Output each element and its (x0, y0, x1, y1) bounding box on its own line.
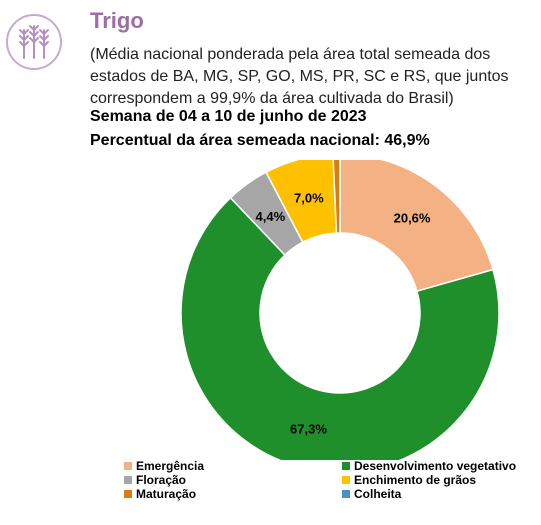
legend-label: Enchimento de grãos (354, 473, 477, 487)
slice-4 (332, 160, 341, 234)
legend-item-3: Enchimento de grãos (342, 473, 476, 487)
wheat-icon (2, 10, 66, 74)
legend-item-5: Colheita (342, 487, 401, 501)
slice-label-0: 20,6% (394, 211, 431, 226)
legend-swatch (342, 462, 350, 470)
legend-item-2: Floração (124, 473, 186, 487)
legend-item-0: Emergência (124, 459, 204, 473)
legend-swatch (124, 476, 132, 484)
legend-item-1: Desenvolvimento vegetativo (342, 459, 516, 473)
chart-legend: Emergência Desenvolvimento vegetativo Flor… (0, 457, 541, 517)
legend-label: Colheita (354, 487, 402, 501)
chart-subtitle: (Média nacional ponderada pela área tota… (90, 46, 509, 107)
legend-swatch (342, 490, 350, 498)
slice-1 (180, 196, 500, 460)
legend-swatch (124, 490, 132, 498)
donut-chart: 20,6% 67,3% 4,4% 7,0% (180, 160, 500, 460)
legend-label: Emergência (136, 459, 205, 473)
slice-label-1: 67,3% (290, 421, 327, 436)
legend-label: Maturação (136, 487, 197, 501)
slice-3 (265, 160, 338, 244)
legend-swatch (342, 476, 350, 484)
legend-label: Desenvolvimento vegetativo (354, 459, 517, 473)
week-label: Semana de 04 a 10 de junho de 2023 (90, 108, 367, 125)
slice-0 (339, 160, 494, 293)
slice-label-2: 4,4% (256, 209, 286, 224)
chart-title: Trigo (90, 8, 144, 33)
legend-swatch (124, 462, 132, 470)
legend-item-4: Maturação (124, 487, 196, 501)
legend-label: Floração (136, 473, 187, 487)
slice-label-3: 7,0% (294, 191, 324, 206)
national-area-label: Percentual da área semeada nacional: 46,… (90, 132, 430, 149)
